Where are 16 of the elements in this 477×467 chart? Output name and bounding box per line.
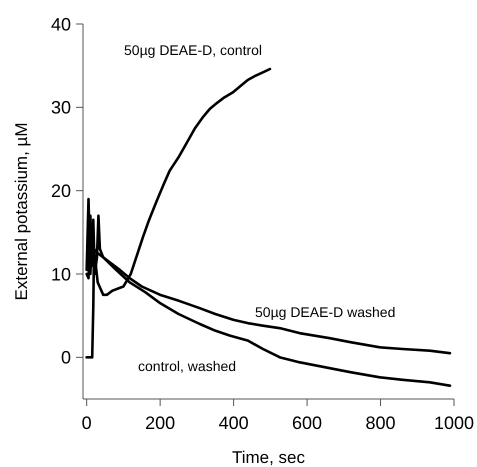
y-tick-label: 20 [50,180,71,201]
y-tick-label: 30 [50,98,71,118]
x-tick-label: 400 [218,413,249,433]
y-axis-title: External potassium, µM [12,122,31,300]
x-tick-label: 600 [292,413,322,433]
annotation: 50µg DEAE-D washed [255,304,396,320]
x-axis-title: Time, sec [232,448,306,467]
y-tick-label: 40 [50,14,71,34]
annotation: 50µg DEAE-D, control [124,42,262,58]
x-tick-label: 200 [145,413,176,433]
y-tick-label: 10 [50,264,71,284]
y-tick-label: 0 [60,348,71,368]
x-tick-label: 800 [366,413,396,433]
x-tick-label: 1000 [434,413,474,433]
x-tick-label: 0 [82,413,92,433]
annotation: control, washed [138,358,236,374]
